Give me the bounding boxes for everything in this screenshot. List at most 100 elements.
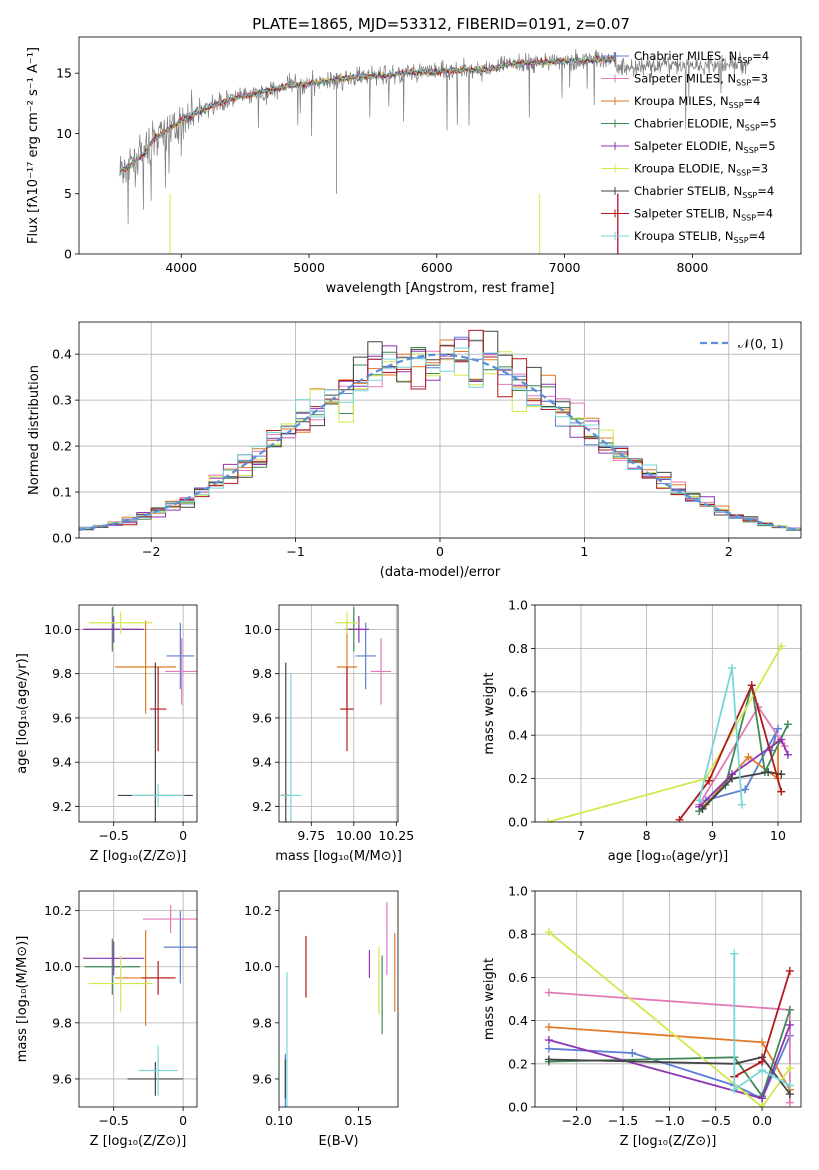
x-tick-label: 9.75 xyxy=(297,828,325,843)
gridlines xyxy=(535,890,801,1108)
legend-label: Salpeter STELIB, NSSP=4 xyxy=(634,207,773,223)
error-bar xyxy=(83,616,145,643)
axes-frame xyxy=(78,604,198,823)
y-tick-label: 5 xyxy=(64,186,72,201)
weight-marker xyxy=(695,796,704,805)
y-tick-label: 9.6 xyxy=(52,710,72,725)
y-tick-label: 10.2 xyxy=(244,903,272,918)
weight-marker xyxy=(777,642,786,651)
legend-label: Salpeter MILES, NSSP=3 xyxy=(634,72,768,88)
weight-marker xyxy=(737,800,746,809)
x-tick-label: −0.5 xyxy=(701,1113,731,1128)
mass-vs-z-panel: −0.5 0 9.6 9.8 10.0 10.2 Z [log₁₀(Z/Z⊙)] mass [… xyxy=(15,890,198,1149)
x-axis-label: age [log₁₀(age/yr)] xyxy=(608,849,729,864)
x-tick-label: 7 xyxy=(577,828,585,843)
y-tick-label: 0.2 xyxy=(508,771,528,786)
x-tick-label: 5000 xyxy=(293,260,325,275)
error-bar xyxy=(280,673,302,822)
weight-marker xyxy=(544,818,553,822)
x-tick-label: 4000 xyxy=(165,260,197,275)
error-bar xyxy=(166,622,195,690)
y-tick-label: 0.4 xyxy=(52,347,72,362)
residuals-legend: 𝒩(0, 1) xyxy=(700,336,784,351)
x-tick-label: 0.10 xyxy=(265,1113,293,1128)
error-bar xyxy=(142,905,197,934)
gridlines xyxy=(279,605,398,822)
age-vs-mass-panel: 9.75 10.00 10.25 9.2 9.4 9.6 9.8 10.0 mass [log₁… xyxy=(244,604,414,864)
error-bar xyxy=(340,667,354,752)
x-axis-label: (data-model)/error xyxy=(380,565,501,580)
weight-marker xyxy=(758,1038,767,1047)
error-bar xyxy=(165,638,197,705)
y-tick-label: 9.6 xyxy=(252,710,272,725)
legend-label: Kroupa ELODIE, NSSP=3 xyxy=(634,162,768,178)
y-tick-label: 9.6 xyxy=(252,1071,272,1086)
plot-area xyxy=(544,928,794,1107)
weight-marker xyxy=(785,1090,794,1099)
age-vs-z-panel: −0.5 0 9.2 9.4 9.6 9.8 10.0 Z [log₁₀(Z/Z⊙)] age … xyxy=(15,604,198,864)
residual-histogram xyxy=(79,347,801,531)
y-tick-label: 0.3 xyxy=(52,393,72,408)
weight-series xyxy=(698,738,789,808)
weight-marker xyxy=(544,1055,553,1064)
error-bar xyxy=(370,638,392,705)
weight-marker xyxy=(544,1044,553,1053)
x-tick-label: −0.5 xyxy=(99,828,129,843)
x-axis-label: Z [log₁₀(Z/Z⊙)] xyxy=(90,1134,187,1149)
x-axis-label: mass [log₁₀(M/M⊙)] xyxy=(275,849,402,864)
y-tick-label: 0.6 xyxy=(508,970,528,985)
weight-series xyxy=(733,953,791,1092)
gridlines xyxy=(79,605,197,822)
plot-area xyxy=(79,329,801,531)
weight-marker xyxy=(730,949,739,958)
x-tick-label: 6000 xyxy=(421,260,453,275)
y-tick-label: 9.6 xyxy=(52,1071,72,1086)
x-tick-label: 0 xyxy=(179,828,187,843)
y-tick-label: 10 xyxy=(56,126,72,141)
weight-marker xyxy=(783,750,792,759)
axes-frame xyxy=(78,36,802,255)
figure-title: PLATE=1865, MJD=53312, FIBERID=0191, z=0… xyxy=(252,15,630,33)
y-tick-label: 1.0 xyxy=(508,884,528,899)
y-tick-label: 10.0 xyxy=(44,959,72,974)
weight-marker xyxy=(758,1103,767,1107)
y-tick-label: 0.6 xyxy=(508,684,528,699)
y-tick-label: 0 xyxy=(64,247,72,262)
y-axis-label: mass weight xyxy=(482,672,497,754)
error-bar xyxy=(84,938,141,995)
gridlines xyxy=(79,891,197,1107)
weight-marker xyxy=(785,1098,794,1107)
weight-marker xyxy=(785,966,794,975)
weight-marker xyxy=(728,663,737,672)
weight-marker xyxy=(785,1064,794,1073)
x-tick-label: −2 xyxy=(142,544,160,559)
weight-marker xyxy=(764,768,773,777)
y-tick-label: 10.0 xyxy=(244,622,272,637)
y-tick-label: 9.8 xyxy=(252,666,272,681)
y-axis-label: mass weight xyxy=(482,958,497,1040)
error-bar xyxy=(149,667,167,752)
x-tick-label: 10.25 xyxy=(378,828,414,843)
error-bar xyxy=(127,1062,184,1096)
y-tick-label: 1.0 xyxy=(508,598,528,613)
legend-label: Kroupa MILES, NSSP=4 xyxy=(634,94,760,110)
x-tick-label: 2 xyxy=(725,544,733,559)
weight-marker xyxy=(544,988,553,997)
weight-marker xyxy=(785,1020,794,1029)
x-tick-label: −1 xyxy=(286,544,304,559)
y-tick-label: 10.0 xyxy=(44,622,72,637)
weight-marker xyxy=(777,770,786,779)
x-tick-label: −1.0 xyxy=(654,1113,684,1128)
x-tick-label: −2.0 xyxy=(562,1113,592,1128)
plot-area xyxy=(544,642,792,822)
weight-marker xyxy=(777,787,786,796)
y-tick-label: 0.0 xyxy=(52,531,72,546)
y-axis-label: Normed distribution xyxy=(27,365,42,495)
y-tick-label: 0.0 xyxy=(508,815,528,830)
error-bar xyxy=(163,910,197,984)
y-tick-label: 0.8 xyxy=(508,641,528,656)
weight-marker xyxy=(758,1066,767,1075)
error-bar xyxy=(348,616,370,643)
x-tick-label: 0 xyxy=(436,544,444,559)
